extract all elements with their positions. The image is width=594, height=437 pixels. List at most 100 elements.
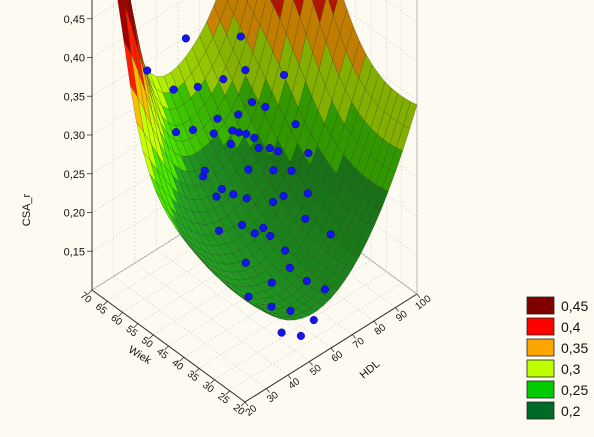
y-tick-label: 30 (200, 380, 216, 396)
y-tick-mark (148, 334, 154, 340)
x-tick-mark (395, 307, 399, 312)
legend-swatch (526, 359, 555, 378)
legend-label: 0,25 (561, 382, 588, 398)
data-point (277, 328, 286, 337)
x-tick-mark (373, 320, 378, 326)
data-point (303, 189, 312, 198)
surface-patch (311, 0, 315, 5)
data-point (143, 66, 152, 75)
scatter-points (143, 32, 335, 340)
legend-swatch (526, 380, 555, 399)
legend-swatch (526, 296, 555, 315)
data-point (217, 184, 226, 194)
y-tick-label: 25 (215, 391, 231, 407)
legend-swatch (526, 401, 555, 420)
z-axis-ticks: 0,150,200,250,300,350,400,450,50 (64, 14, 92, 258)
legend-label: 0,45 (561, 298, 588, 314)
data-point (215, 226, 224, 235)
legend-swatch (526, 338, 555, 357)
z-axis-label: CSA_r (21, 193, 33, 226)
x-tick-mark (244, 401, 249, 407)
data-point (200, 166, 209, 175)
data-point (296, 331, 305, 340)
x-tick-label: 30 (265, 390, 281, 406)
y-tick-mark (118, 312, 123, 317)
data-point (261, 102, 270, 112)
x-tick-label: 60 (330, 349, 346, 365)
y-tick-label: 45 (154, 346, 170, 362)
y-tick-mark (240, 401, 246, 407)
data-point (241, 258, 250, 267)
legend: 0,45 0,4 0,35 0,3 0,25 0,2 (526, 296, 588, 420)
y-tick-mark (87, 289, 93, 295)
legend-label: 0,3 (561, 361, 581, 377)
legend-label: 0,35 (561, 340, 588, 356)
y-tick-label: 40 (170, 357, 186, 373)
data-point (209, 129, 218, 138)
data-point (285, 263, 294, 272)
z-tick-label: 0,25 (64, 169, 85, 181)
data-point (236, 32, 245, 41)
z-tick-label: 0,30 (64, 130, 85, 142)
x-tick-mark (416, 293, 421, 299)
x-tick-mark (287, 374, 292, 380)
data-point (242, 194, 251, 203)
y-tick-mark (194, 368, 200, 373)
data-point (248, 98, 257, 107)
x-tick-label: 50 (308, 363, 324, 379)
wall-grid-line (91, 0, 185, 58)
data-point (291, 120, 300, 129)
data-point (320, 285, 329, 294)
data-point (265, 144, 274, 153)
data-point (244, 165, 253, 174)
z-tick-label: 0,45 (64, 14, 85, 26)
data-point (171, 128, 181, 137)
y-tick-label: 70 (78, 290, 94, 306)
z-tick-label: 0,15 (64, 246, 85, 258)
data-point (213, 114, 222, 123)
data-point (228, 126, 237, 135)
data-point (229, 190, 238, 199)
y-tick-label: 60 (108, 313, 124, 329)
data-point (212, 192, 221, 201)
floor-grid-line (214, 271, 387, 380)
z-tick-label: 0,35 (64, 91, 85, 103)
data-point (193, 82, 202, 91)
x-tick-label: 90 (394, 309, 410, 325)
y-tick-mark (103, 300, 108, 306)
data-point (234, 110, 243, 119)
data-point (250, 133, 259, 142)
floor-grid-line (229, 282, 402, 392)
data-point (301, 214, 310, 223)
x-tick-mark (266, 388, 270, 393)
z-tick-label: 0,20 (64, 208, 85, 220)
x-tick-label: 100 (413, 293, 433, 312)
data-point (266, 231, 275, 241)
data-point (254, 143, 263, 153)
data-point (242, 129, 251, 138)
data-point (269, 198, 278, 207)
y-tick-label: 55 (124, 324, 140, 340)
x-tick-label: 40 (287, 376, 303, 392)
y-tick-mark (210, 379, 215, 384)
legend-swatch (526, 317, 555, 336)
data-point (274, 147, 283, 156)
data-point (309, 316, 318, 325)
y-tick-mark (179, 356, 185, 362)
x-tick-label: 20 (244, 403, 260, 419)
data-point (287, 166, 296, 175)
data-point (250, 229, 259, 238)
x-axis-label: HDL (358, 358, 383, 381)
data-point (238, 221, 247, 230)
data-point (241, 66, 250, 75)
legend-label: 0,2 (561, 403, 581, 419)
y-tick-label: 65 (93, 301, 109, 317)
data-point (280, 246, 290, 255)
data-point (267, 302, 276, 311)
data-point (302, 276, 311, 286)
y-tick-mark (164, 345, 169, 351)
x-tick-mark (352, 334, 356, 339)
data-point (279, 192, 288, 201)
data-point (219, 75, 228, 84)
